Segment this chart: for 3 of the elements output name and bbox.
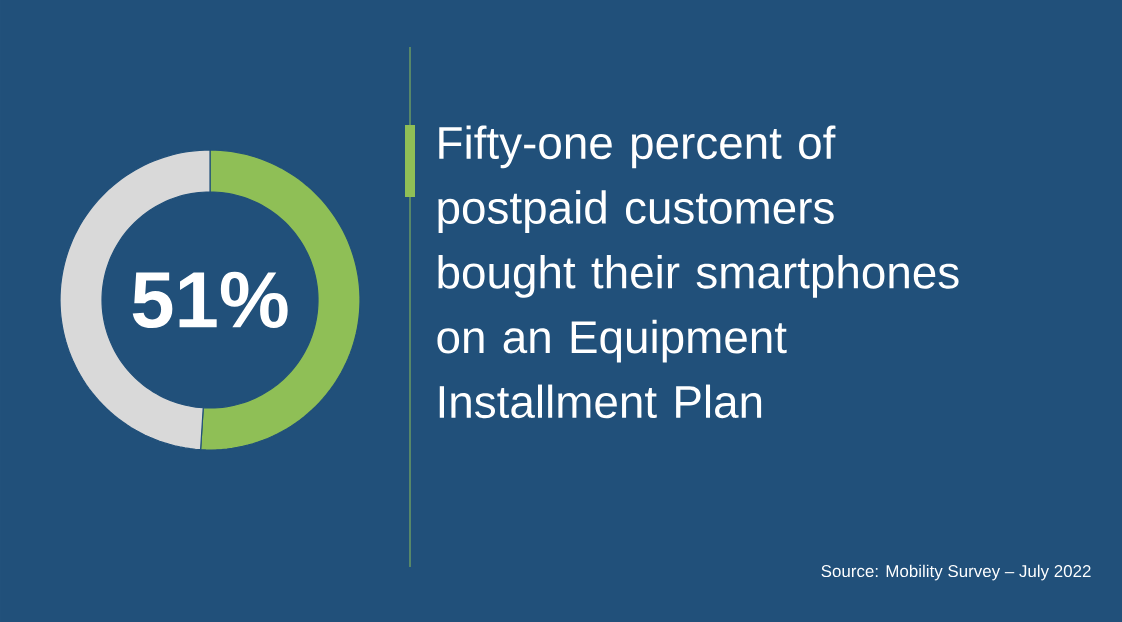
text: Fifty-one percent of postpaid customers bought their smartphones on an Equipment Installment Plan [437,125,959,419]
source-note: Source: Mobility Survey – July 2022 [821,564,1091,581]
data-label: 51% [132,271,288,329]
